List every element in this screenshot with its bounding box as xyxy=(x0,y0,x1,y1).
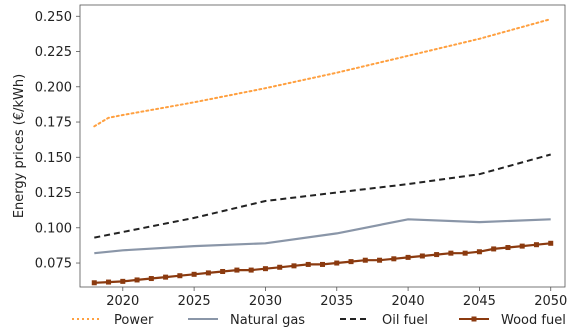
x-tick-label: 2045 xyxy=(463,294,496,309)
x-tick-label: 2030 xyxy=(249,294,282,309)
series-point-wood-fuel xyxy=(519,243,525,249)
x-tick-label: 2040 xyxy=(392,294,425,309)
series-point-wood-fuel xyxy=(305,261,311,267)
y-tick-label: 0.075 xyxy=(35,257,72,272)
y-tick-label: 0.100 xyxy=(35,221,72,236)
series-point-wood-fuel xyxy=(134,277,140,283)
series-line-power xyxy=(93,18,552,128)
series-point-wood-fuel xyxy=(234,267,240,273)
legend: Power Natural gas Oil fuel Wood fuel xyxy=(72,313,566,328)
y-tick-label: 0.225 xyxy=(35,45,72,60)
legend-label-oil-fuel: Oil fuel xyxy=(382,313,428,328)
series-point-wood-fuel xyxy=(262,266,268,272)
series-point-wood-fuel xyxy=(334,260,340,266)
y-axis-label: Energy prices (€/kWh) xyxy=(12,74,27,218)
series-point-wood-fuel xyxy=(320,261,325,267)
series-point-wood-fuel xyxy=(91,280,97,286)
series-point-wood-fuel xyxy=(220,268,226,274)
y-tick-label: 0.150 xyxy=(35,151,72,166)
series-point-wood-fuel xyxy=(163,274,169,280)
legend-label-natural-gas: Natural gas xyxy=(230,313,305,328)
series-point-wood-fuel xyxy=(277,264,283,270)
series-line-oil-fuel xyxy=(94,153,551,239)
series-point-wood-fuel xyxy=(348,259,354,265)
series-point-wood-fuel xyxy=(434,252,440,258)
x-tick-label: 2020 xyxy=(106,294,139,309)
series-lines xyxy=(91,18,554,286)
legend-marker-wood-fuel xyxy=(471,316,477,322)
series-point-wood-fuel xyxy=(120,278,126,284)
x-axis-ticks: 2020 2025 2030 2035 2040 2045 2050 xyxy=(106,287,567,309)
series-point-wood-fuel xyxy=(106,279,112,285)
plot-area xyxy=(79,4,566,288)
series-point-wood-fuel xyxy=(205,270,211,276)
y-tick-label: 0.175 xyxy=(35,116,72,131)
series-point-wood-fuel xyxy=(548,240,554,246)
series-point-wood-fuel xyxy=(533,242,539,248)
series-point-wood-fuel xyxy=(248,267,254,273)
series-point-wood-fuel xyxy=(191,271,197,277)
y-tick-label: 0.250 xyxy=(35,10,72,25)
y-axis-ticks: 0.075 0.100 0.125 0.150 0.175 0.200 0.225 0.250 xyxy=(35,10,80,272)
legend-label-power: Power xyxy=(114,313,154,328)
series-point-wood-fuel xyxy=(405,254,411,260)
x-tick-label: 2050 xyxy=(534,294,567,309)
series-point-wood-fuel xyxy=(362,257,368,263)
series-point-wood-fuel xyxy=(148,276,154,282)
series-line-natural-gas xyxy=(94,218,551,255)
x-tick-label: 2035 xyxy=(320,294,353,309)
y-tick-label: 0.125 xyxy=(35,186,72,201)
series-point-wood-fuel xyxy=(476,249,482,255)
series-point-wood-fuel xyxy=(462,250,468,256)
y-tick-label: 0.200 xyxy=(35,80,72,95)
series-point-wood-fuel xyxy=(291,263,297,269)
series-point-wood-fuel xyxy=(391,256,397,262)
x-tick-label: 2025 xyxy=(178,294,211,309)
series-point-wood-fuel xyxy=(377,257,383,263)
series-point-wood-fuel xyxy=(491,246,497,252)
series-point-wood-fuel xyxy=(505,245,511,251)
legend-label-wood-fuel: Wood fuel xyxy=(501,313,566,328)
series-point-wood-fuel xyxy=(419,253,425,259)
series-point-wood-fuel xyxy=(177,273,183,279)
series-point-wood-fuel xyxy=(448,250,454,256)
